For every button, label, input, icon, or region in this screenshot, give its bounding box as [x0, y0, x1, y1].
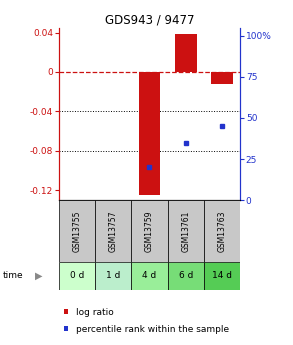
Bar — [59, 262, 95, 290]
Bar — [59, 200, 95, 262]
Bar — [204, 200, 240, 262]
Text: time: time — [3, 272, 23, 280]
Text: 1 d: 1 d — [106, 272, 120, 280]
Text: GSM13755: GSM13755 — [72, 210, 81, 252]
Text: percentile rank within the sample: percentile rank within the sample — [76, 325, 229, 334]
Text: ▶: ▶ — [35, 271, 43, 281]
Text: 0 d: 0 d — [69, 272, 84, 280]
Bar — [139, 72, 160, 195]
Bar — [211, 72, 233, 84]
Text: log ratio: log ratio — [76, 308, 114, 317]
Bar — [175, 33, 197, 72]
Text: 14 d: 14 d — [212, 272, 232, 280]
Bar — [131, 262, 168, 290]
Text: GSM13759: GSM13759 — [145, 210, 154, 252]
Bar — [168, 262, 204, 290]
Text: 6 d: 6 d — [178, 272, 193, 280]
Text: GSM13761: GSM13761 — [181, 210, 190, 252]
Bar — [95, 200, 131, 262]
Text: 4 d: 4 d — [142, 272, 156, 280]
Text: GSM13757: GSM13757 — [109, 210, 117, 252]
Text: GSM13763: GSM13763 — [218, 210, 226, 252]
Title: GDS943 / 9477: GDS943 / 9477 — [105, 13, 194, 27]
Bar — [131, 200, 168, 262]
Bar — [204, 262, 240, 290]
Bar — [95, 262, 131, 290]
Bar — [168, 200, 204, 262]
